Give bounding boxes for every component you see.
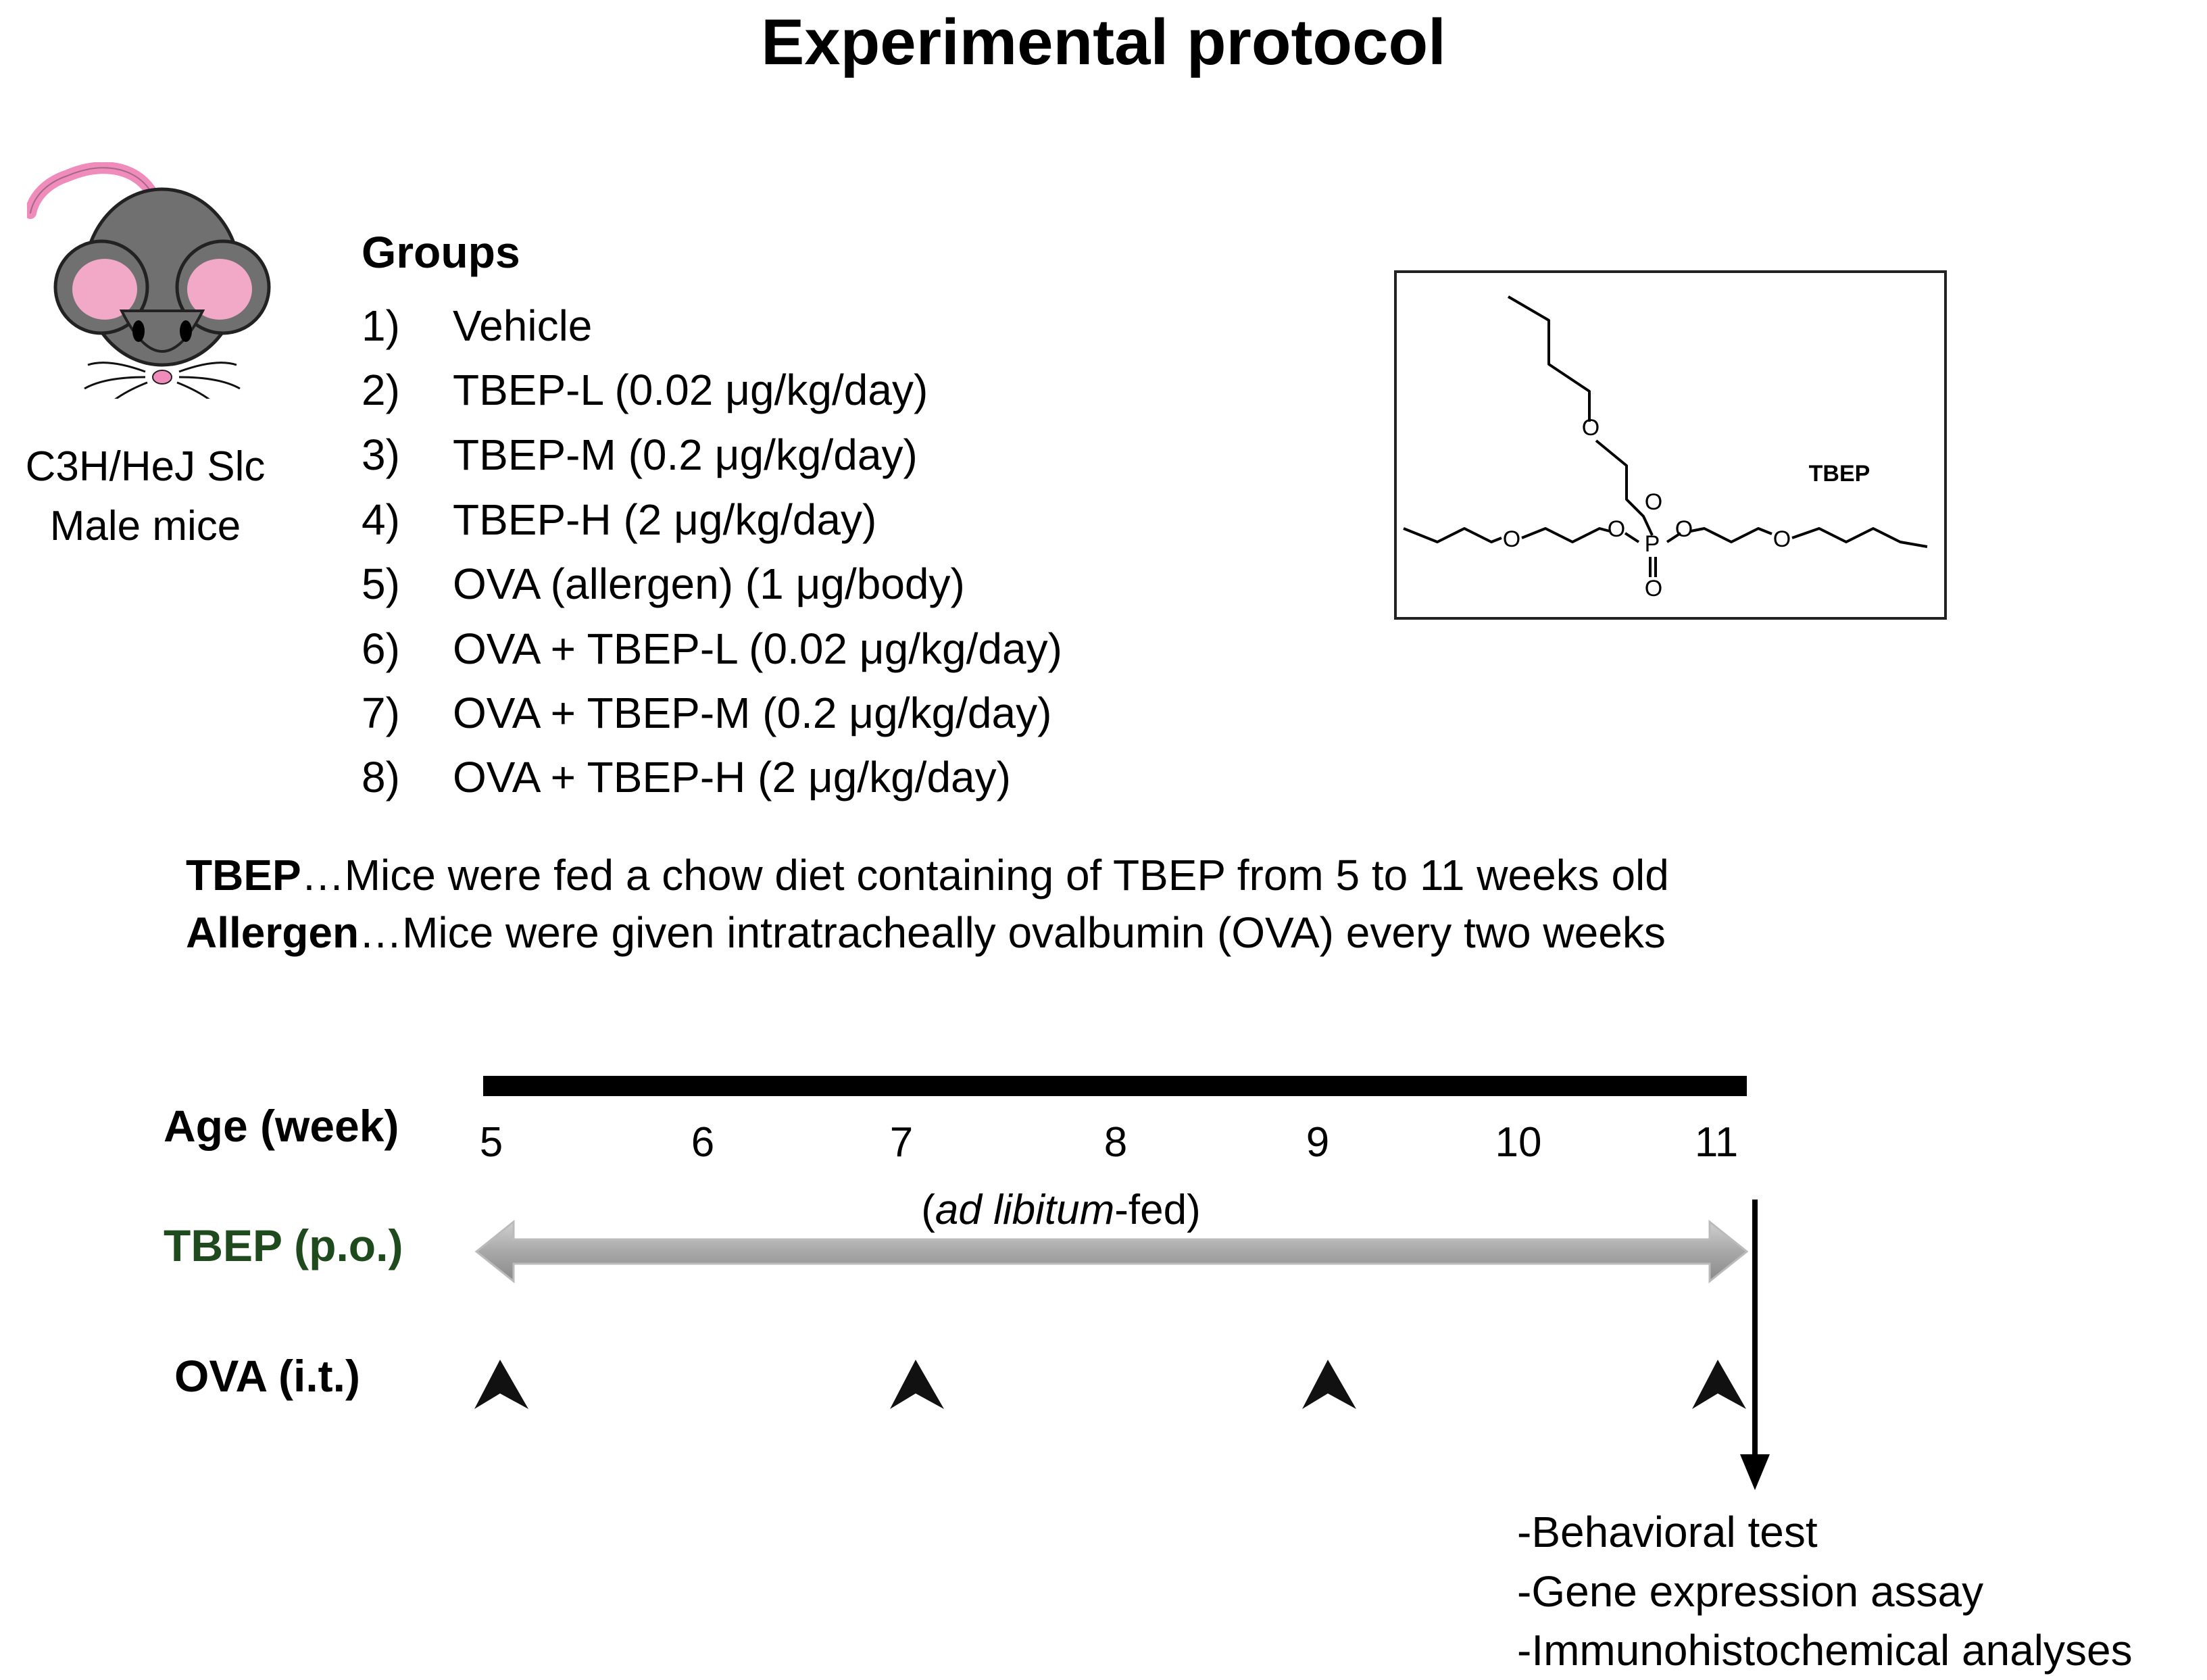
ova-marker-icon [1692, 1360, 1746, 1409]
structure-label: TBEP [1809, 461, 1870, 487]
mouse-nose [152, 370, 172, 385]
mouse-icon [27, 162, 271, 399]
tbep-row-label: TBEP (p.o.) [164, 1220, 403, 1270]
week-tick-label: 10 [1495, 1119, 1542, 1166]
groups-heading: Groups [362, 227, 520, 277]
oxygen-atom: O [1675, 516, 1693, 542]
week-tick-label: 7 [889, 1119, 914, 1166]
age-row-label: Age (week) [164, 1101, 399, 1151]
outcome-item: -Gene expression assay [1517, 1567, 1984, 1616]
feeding-note: (ad libitum-fed) [921, 1187, 1201, 1233]
week-tick-label: 6 [691, 1119, 715, 1166]
oxygen-atom: O [1608, 516, 1625, 542]
week-tick-label: 8 [1104, 1119, 1128, 1166]
mouse-whiskers [84, 362, 241, 399]
ova-row-label: OVA (i.t.) [174, 1351, 360, 1401]
week-tick-label: 9 [1306, 1119, 1330, 1166]
tbep-structure-box: O O O O P O O O TBEP [1394, 270, 1947, 620]
mouse-sex-label: Male mice [49, 503, 241, 549]
ova-markers [474, 1360, 1746, 1409]
outcome-item: -Immunohistochemical analyses [1517, 1626, 2133, 1675]
week-tick-label: 11 [1694, 1119, 1739, 1166]
oxygen-atom: O [1773, 526, 1791, 552]
mouse-strain-label: C3H/HeJ Slc [25, 443, 266, 490]
tbep-structure-diagram: O O O O P O O O TBEP [1403, 295, 1928, 601]
oxygen-atom: O [1503, 526, 1520, 552]
oxygen-atom: O [1645, 489, 1662, 515]
allergen-note: Allergen…Mice were given intratracheally… [186, 908, 1666, 957]
age-bar [483, 1076, 1747, 1096]
week-tick-label: 5 [479, 1119, 503, 1166]
mouse-eye-left [132, 320, 145, 342]
mouse-eye-right [180, 320, 192, 342]
oxygen-atom: O [1582, 415, 1600, 441]
tbep-feeding-arrow [474, 1219, 1749, 1284]
ova-marker-icon [890, 1360, 944, 1409]
ova-marker-icon [1302, 1360, 1356, 1409]
tbep-note: TBEP…Mice were fed a chow diet containin… [186, 851, 1669, 899]
figure-title: Experimental protocol [761, 6, 1446, 78]
phosphorus-atom: P [1645, 531, 1660, 557]
ova-marker-icon [474, 1360, 528, 1409]
outcome-item: -Behavioral test [1517, 1508, 1818, 1556]
oxygen-atom: O [1645, 576, 1662, 601]
endpoint-arrowhead [1740, 1454, 1770, 1490]
